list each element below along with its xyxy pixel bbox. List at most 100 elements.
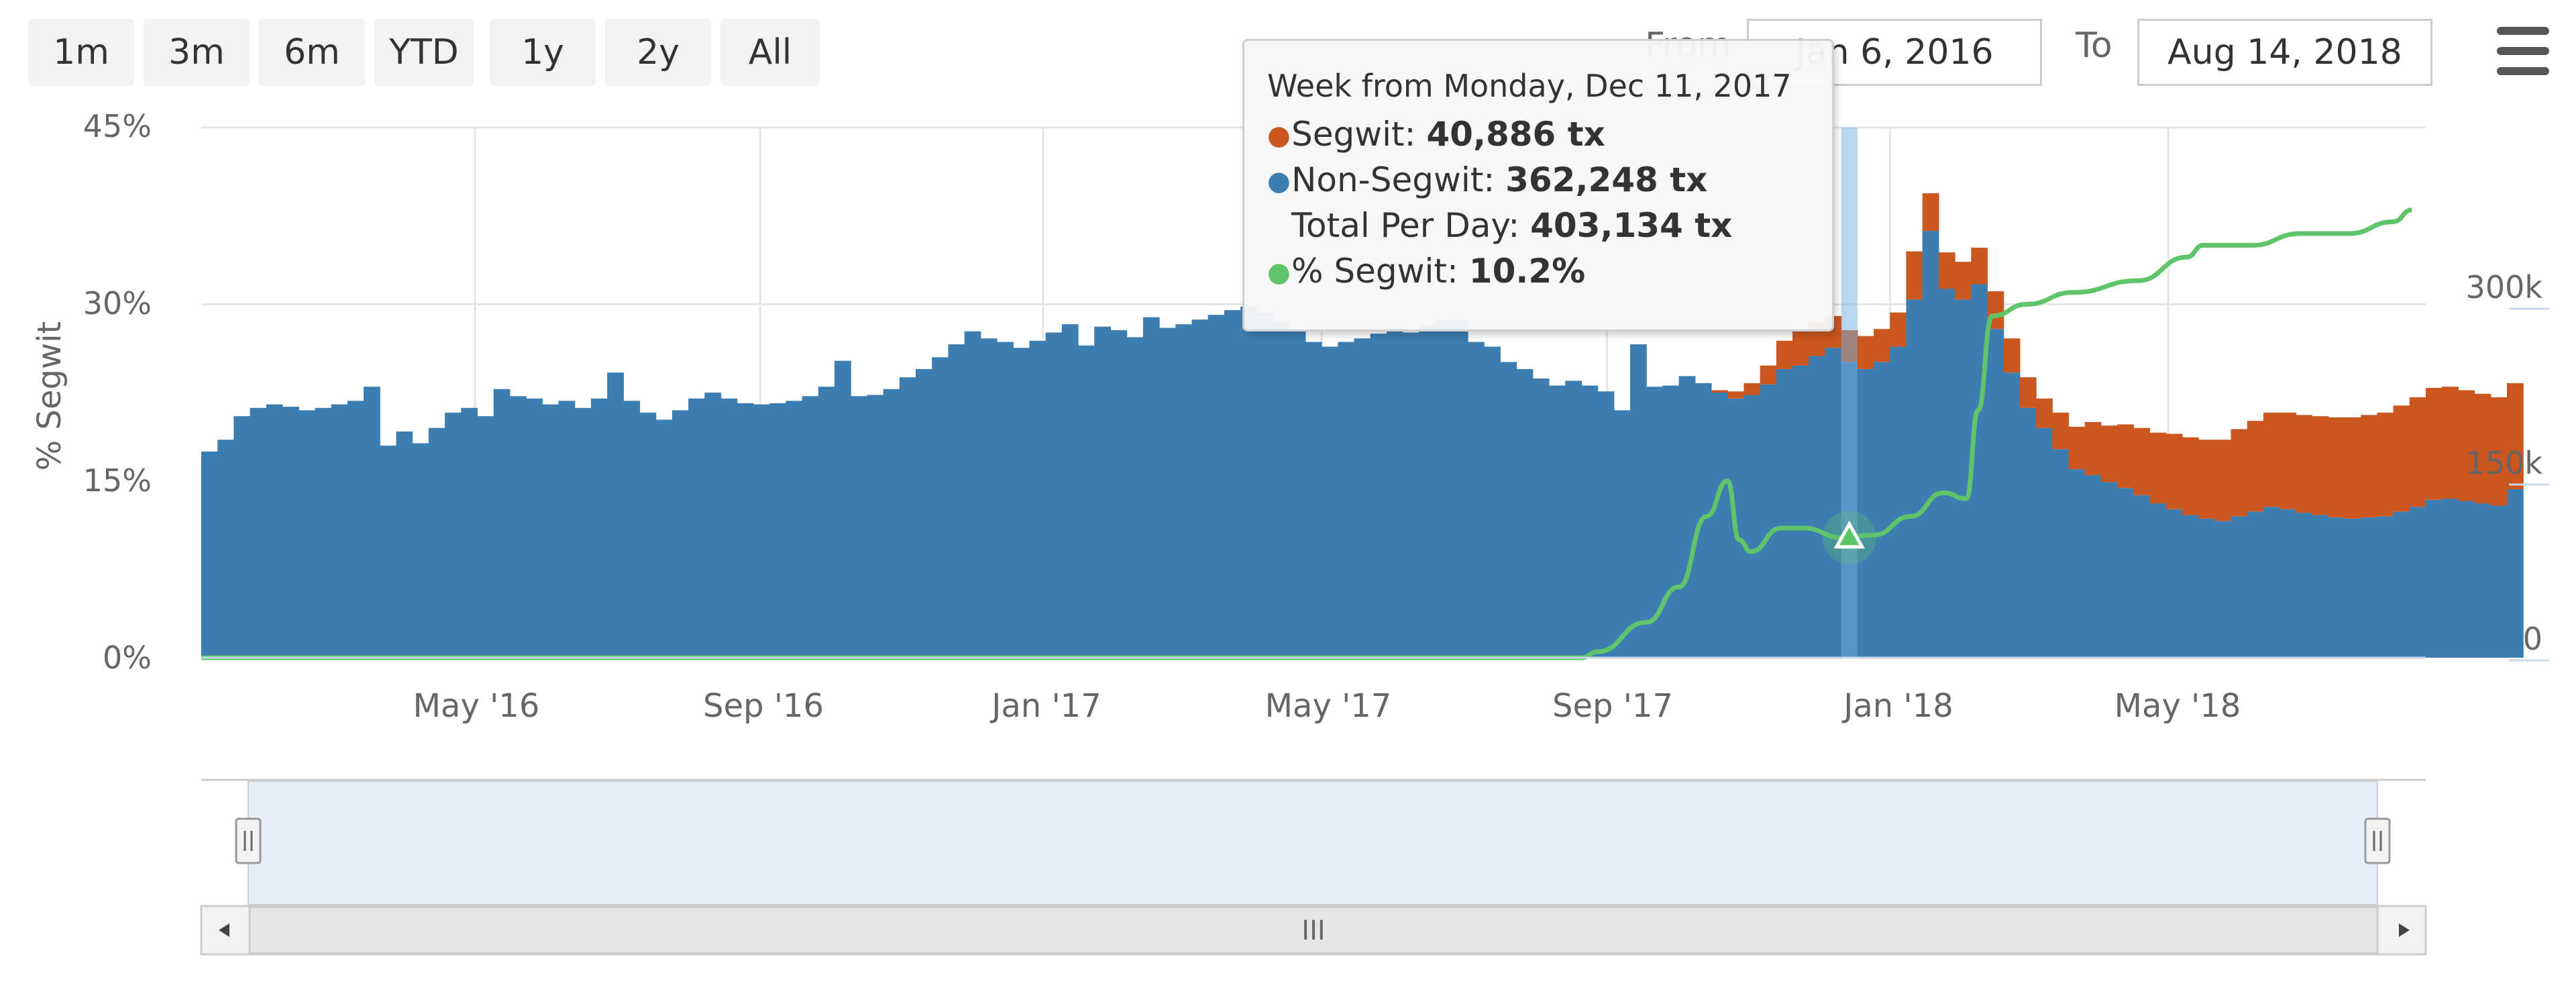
bar-non-segwit[interactable] bbox=[1094, 326, 1112, 658]
bar-non-segwit[interactable] bbox=[1403, 332, 1419, 658]
bar-non-segwit[interactable] bbox=[509, 396, 527, 658]
bar-non-segwit[interactable] bbox=[1435, 319, 1452, 658]
bar-non-segwit[interactable] bbox=[1159, 327, 1176, 658]
bar-segwit[interactable] bbox=[2279, 412, 2296, 509]
bar-non-segwit[interactable] bbox=[2068, 469, 2086, 658]
navigator-right-handle[interactable] bbox=[2364, 817, 2391, 864]
bar-non-segwit[interactable] bbox=[558, 401, 576, 658]
bar-non-segwit[interactable] bbox=[786, 401, 803, 658]
bar-non-segwit[interactable] bbox=[1662, 385, 1680, 658]
bar-segwit[interactable] bbox=[1776, 340, 1793, 369]
bar-segwit[interactable] bbox=[2003, 338, 2021, 373]
bar-segwit[interactable] bbox=[1906, 251, 1923, 300]
bar-segwit[interactable] bbox=[2361, 415, 2377, 518]
bar-non-segwit[interactable] bbox=[201, 451, 218, 658]
bar-segwit[interactable] bbox=[2393, 405, 2410, 512]
bar-non-segwit[interactable] bbox=[2231, 516, 2248, 658]
bar-non-segwit[interactable] bbox=[1565, 381, 1582, 658]
bar-segwit[interactable] bbox=[2100, 425, 2118, 483]
arrow-right-icon[interactable] bbox=[2376, 905, 2427, 956]
bar-non-segwit[interactable] bbox=[2279, 509, 2296, 658]
bar-non-segwit[interactable] bbox=[1874, 362, 1890, 658]
bar-non-segwit[interactable] bbox=[1029, 340, 1046, 658]
bar-non-segwit[interactable] bbox=[1289, 331, 1306, 658]
bar-non-segwit[interactable] bbox=[1760, 384, 1777, 658]
bar-non-segwit[interactable] bbox=[250, 407, 267, 658]
bar-non-segwit[interactable] bbox=[1548, 385, 1566, 658]
bar-non-segwit[interactable] bbox=[2100, 482, 2118, 658]
bar-non-segwit[interactable] bbox=[932, 357, 949, 658]
bar-non-segwit[interactable] bbox=[2149, 503, 2167, 658]
bar-non-segwit[interactable] bbox=[1711, 393, 1728, 658]
bar-segwit[interactable] bbox=[2247, 421, 2264, 512]
bar-non-segwit[interactable] bbox=[477, 416, 494, 658]
bar-segwit[interactable] bbox=[2214, 440, 2232, 521]
bar-non-segwit[interactable] bbox=[526, 398, 543, 658]
bar-non-segwit[interactable] bbox=[1922, 231, 1939, 658]
bar-non-segwit[interactable] bbox=[980, 338, 998, 658]
bar-non-segwit[interactable] bbox=[493, 389, 511, 658]
bar-segwit[interactable] bbox=[2474, 393, 2491, 504]
bar-non-segwit[interactable] bbox=[233, 416, 251, 658]
bar-non-segwit[interactable] bbox=[834, 360, 851, 658]
bar-non-segwit[interactable] bbox=[802, 396, 819, 658]
bar-non-segwit[interactable] bbox=[574, 407, 592, 658]
bar-segwit[interactable] bbox=[2019, 377, 2037, 408]
bar-non-segwit[interactable] bbox=[2377, 516, 2394, 658]
bar-segwit[interactable] bbox=[2149, 432, 2167, 504]
bar-segwit[interactable] bbox=[1743, 383, 1761, 395]
bar-non-segwit[interactable] bbox=[769, 403, 786, 658]
bar-segwit[interactable] bbox=[2344, 417, 2361, 519]
bar-non-segwit[interactable] bbox=[590, 398, 608, 658]
navigator-scrollbar-thumb[interactable] bbox=[249, 907, 2378, 954]
bar-non-segwit[interactable] bbox=[299, 410, 316, 658]
bar-non-segwit[interactable] bbox=[2198, 518, 2215, 658]
bar-segwit[interactable] bbox=[2068, 426, 2086, 470]
bar-non-segwit[interactable] bbox=[1142, 317, 1160, 658]
bar-non-segwit[interactable] bbox=[380, 446, 397, 658]
bar-non-segwit[interactable] bbox=[2084, 474, 2102, 658]
bar-non-segwit[interactable] bbox=[1175, 324, 1193, 658]
navigator-selection-area[interactable] bbox=[248, 780, 2378, 905]
bar-segwit[interactable] bbox=[1857, 336, 1874, 369]
bar-non-segwit[interactable] bbox=[2409, 507, 2426, 658]
arrow-left-icon[interactable] bbox=[200, 905, 251, 956]
bar-non-segwit[interactable] bbox=[315, 407, 332, 658]
bar-non-segwit[interactable] bbox=[915, 368, 932, 658]
bar-non-segwit[interactable] bbox=[364, 387, 380, 658]
bar-non-segwit[interactable] bbox=[1273, 321, 1290, 658]
bar-non-segwit[interactable] bbox=[867, 395, 884, 658]
bar-segwit[interactable] bbox=[2117, 424, 2134, 489]
bar-non-segwit[interactable] bbox=[2117, 488, 2134, 658]
bar-non-segwit[interactable] bbox=[1809, 356, 1826, 658]
bar-non-segwit[interactable] bbox=[1629, 344, 1647, 658]
bar-non-segwit[interactable] bbox=[607, 372, 624, 658]
to-date-input[interactable] bbox=[2137, 19, 2432, 86]
bar-non-segwit[interactable] bbox=[883, 389, 900, 658]
bar-non-segwit[interactable] bbox=[2361, 517, 2377, 658]
bar-segwit[interactable] bbox=[2442, 387, 2459, 499]
range-6m-button[interactable]: 6m bbox=[259, 19, 365, 86]
bar-non-segwit[interactable] bbox=[720, 398, 738, 658]
bar-segwit[interactable] bbox=[2165, 434, 2183, 509]
bar-non-segwit[interactable] bbox=[1500, 362, 1517, 658]
bar-non-segwit[interactable] bbox=[948, 344, 965, 658]
bar-non-segwit[interactable] bbox=[217, 440, 235, 658]
bar-non-segwit[interactable] bbox=[1532, 378, 1550, 658]
bar-non-segwit[interactable] bbox=[1191, 319, 1209, 658]
bar-non-segwit[interactable] bbox=[2036, 427, 2053, 658]
bar-non-segwit[interactable] bbox=[2133, 495, 2151, 658]
bar-segwit[interactable] bbox=[1938, 252, 1955, 289]
bar-non-segwit[interactable] bbox=[2507, 489, 2524, 658]
range-1m-button[interactable]: 1m bbox=[28, 19, 134, 86]
bar-non-segwit[interactable] bbox=[266, 404, 283, 658]
bar-non-segwit[interactable] bbox=[1516, 368, 1534, 658]
bar-non-segwit[interactable] bbox=[964, 331, 981, 658]
bar-non-segwit[interactable] bbox=[1386, 327, 1403, 658]
bar-non-segwit[interactable] bbox=[639, 412, 657, 658]
bar-non-segwit[interactable] bbox=[428, 427, 445, 658]
bar-non-segwit[interactable] bbox=[1354, 338, 1371, 658]
bar-non-segwit[interactable] bbox=[461, 407, 478, 658]
bar-non-segwit[interactable] bbox=[1987, 329, 2004, 658]
bar-non-segwit[interactable] bbox=[1792, 365, 1809, 658]
